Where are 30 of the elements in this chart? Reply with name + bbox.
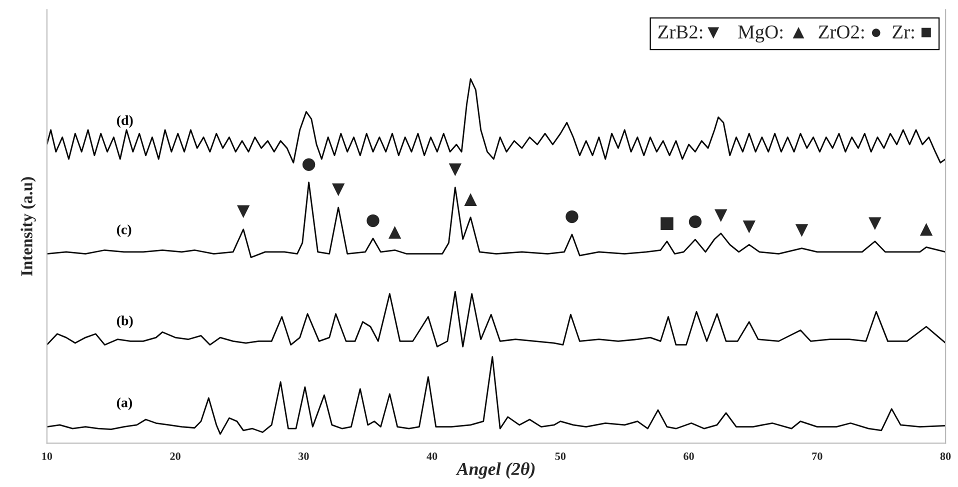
x-tick-label: 80 [940, 452, 951, 460]
annotation: ▼ [714, 209, 728, 222]
annotation: ▲ [388, 226, 402, 239]
x-tick-label: 60 [684, 452, 694, 460]
annotation: ■ [660, 217, 674, 230]
text: ZrB2:▼ MgO: ▲ ZrO2: ● Zr: ■ [658, 25, 931, 43]
annotation: ▼ [332, 183, 345, 196]
annotation: ● [566, 210, 578, 224]
series-label: (b) [116, 316, 133, 328]
x-tick-label: 20 [170, 452, 180, 460]
series-label: (c) [116, 224, 132, 238]
annotation: ● [302, 158, 316, 171]
y-axis-title: Intensity (a.u) [20, 177, 36, 276]
x-axis-title: Angel (2θ) [456, 462, 535, 479]
x-tick-label: 10 [42, 452, 52, 460]
series-label: (d) [116, 115, 133, 128]
annotation: ▼ [795, 224, 808, 237]
x-tick-label: 30 [298, 452, 309, 460]
series-label: (a) [116, 398, 132, 410]
annotation: ▼ [448, 163, 462, 176]
annotation: ▲ [464, 193, 477, 206]
x-tick-label: 50 [555, 452, 566, 460]
x-tick-label: 70 [812, 452, 822, 460]
x-tick-label: 40 [426, 452, 438, 460]
annotation: ● [366, 214, 380, 228]
annotation: ▼ [868, 217, 882, 230]
annotation: ▲ [920, 223, 933, 236]
annotation: ▼ [236, 205, 250, 218]
annotation: ▼ [742, 220, 756, 234]
annotation: ● [688, 215, 702, 228]
